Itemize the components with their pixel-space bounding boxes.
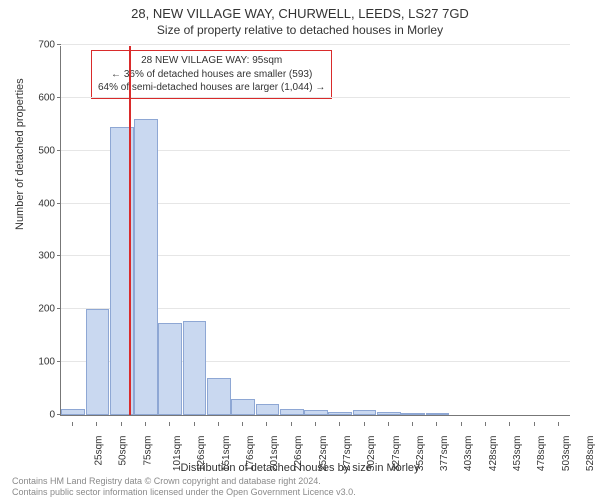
- histogram-bar: [231, 399, 255, 415]
- footer-line2: Contains public sector information licen…: [12, 487, 356, 497]
- histogram-bar: [426, 413, 450, 415]
- x-tick-label: 75sqm: [142, 436, 153, 466]
- marker-line: [129, 46, 131, 415]
- histogram-bar: [86, 309, 110, 415]
- histogram-bar: [328, 412, 352, 415]
- x-tick-label: 25sqm: [94, 436, 105, 466]
- histogram-bar: [401, 413, 425, 415]
- title-line1: 28, NEW VILLAGE WAY, CHURWELL, LEEDS, LS…: [0, 6, 600, 21]
- y-tick-label: 700: [38, 40, 55, 51]
- y-tick-label: 300: [38, 251, 55, 262]
- y-tick-label: 200: [38, 304, 55, 315]
- chart-area: 28 NEW VILLAGE WAY: 95sqm ← 36% of detac…: [60, 46, 570, 416]
- marker-info-box: 28 NEW VILLAGE WAY: 95sqm ← 36% of detac…: [91, 50, 332, 99]
- chart-title-block: 28, NEW VILLAGE WAY, CHURWELL, LEEDS, LS…: [0, 0, 600, 37]
- plot-area: 28 NEW VILLAGE WAY: 95sqm ← 36% of detac…: [60, 46, 570, 416]
- x-tick-label: 50sqm: [118, 436, 129, 466]
- histogram-bar: [134, 119, 158, 415]
- histogram-bar: [207, 378, 231, 415]
- histogram-bar: [183, 321, 207, 415]
- y-tick-label: 400: [38, 198, 55, 209]
- footer-line1: Contains HM Land Registry data © Crown c…: [12, 476, 356, 486]
- info-line3: 64% of semi-detached houses are larger (…: [98, 81, 325, 95]
- histogram-bar: [158, 323, 182, 416]
- title-line2: Size of property relative to detached ho…: [0, 23, 600, 37]
- info-line1: 28 NEW VILLAGE WAY: 95sqm: [98, 54, 325, 68]
- histogram-bar: [304, 410, 328, 415]
- histogram-bar: [256, 404, 280, 415]
- y-tick-label: 0: [49, 410, 55, 421]
- histogram-bar: [61, 409, 85, 415]
- y-tick-label: 600: [38, 92, 55, 103]
- y-axis-label: Number of detached properties: [14, 78, 26, 230]
- y-tick-label: 500: [38, 145, 55, 156]
- attribution-footer: Contains HM Land Registry data © Crown c…: [12, 476, 356, 497]
- histogram-bar: [377, 412, 401, 415]
- histogram-bar: [280, 409, 304, 415]
- y-tick-label: 100: [38, 357, 55, 368]
- x-axis-label: Distribution of detached houses by size …: [0, 462, 600, 474]
- info-line2: ← 36% of detached houses are smaller (59…: [98, 68, 325, 82]
- histogram-bar: [353, 410, 377, 415]
